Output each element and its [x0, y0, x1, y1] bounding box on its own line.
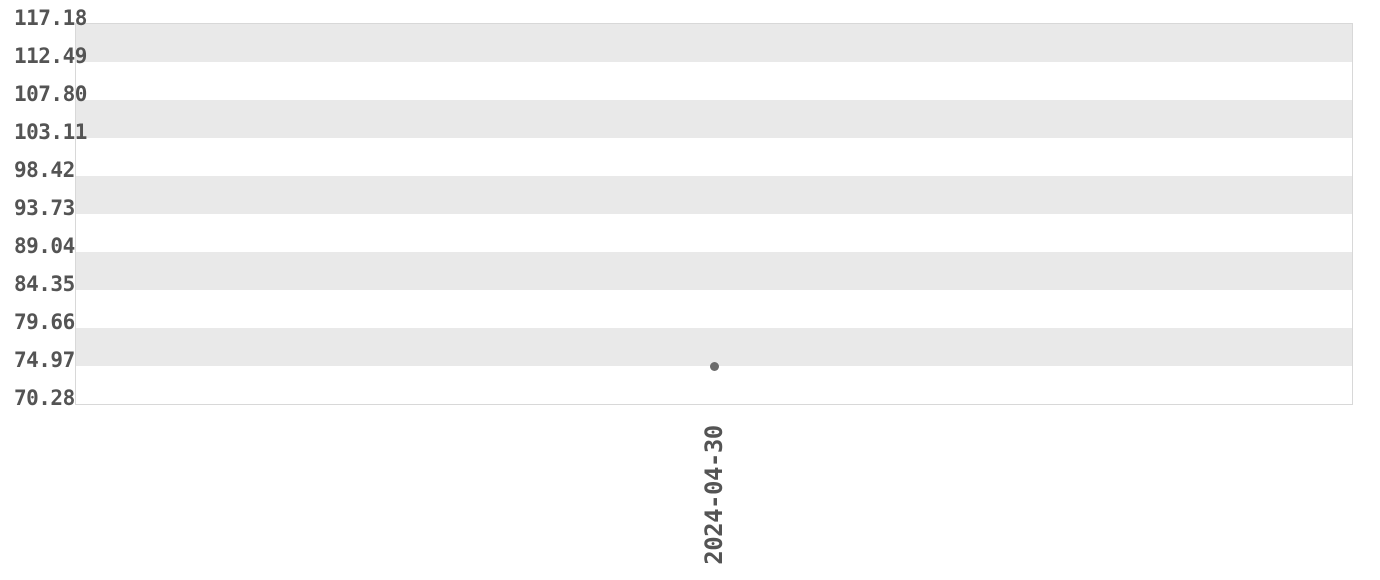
y-tick-label: 93.73: [14, 195, 75, 220]
y-tick-label: 70.28: [14, 385, 75, 410]
y-tick-label: 117.18: [14, 5, 87, 30]
plot-area: [75, 23, 1353, 405]
y-tick-label: 84.35: [14, 271, 75, 296]
y-tick-label: 98.42: [14, 157, 75, 182]
y-tick-label: 89.04: [14, 233, 75, 258]
y-tick-label: 79.66: [14, 309, 75, 334]
y-tick-label: 112.49: [14, 43, 87, 68]
y-tick-label: 74.97: [14, 347, 75, 372]
y-tick-label: 107.80: [14, 81, 87, 106]
data-point: [709, 362, 719, 372]
x-tick-label: 2024-04-30: [700, 425, 728, 565]
y-tick-label: 103.11: [14, 119, 87, 144]
